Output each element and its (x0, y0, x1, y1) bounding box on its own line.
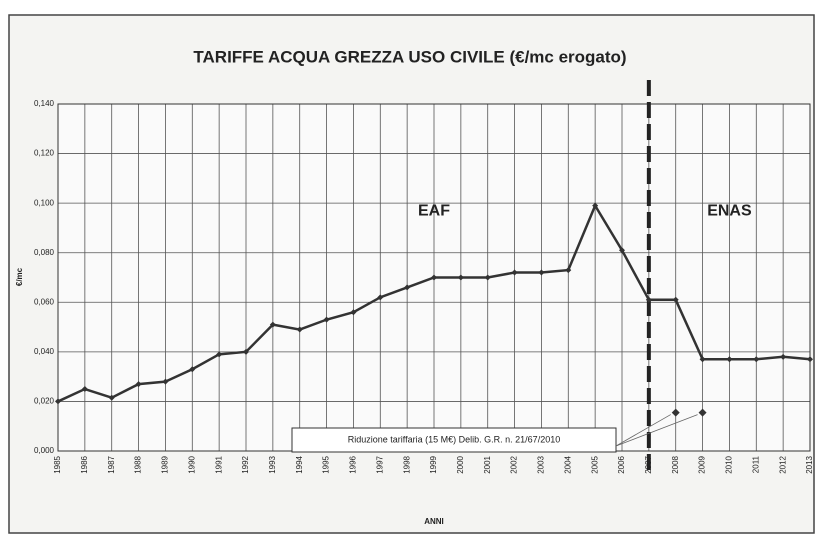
x-tick-label: 2013 (805, 455, 814, 473)
x-tick-label: 2000 (456, 455, 465, 473)
y-tick-label: 0,000 (34, 446, 55, 455)
x-tick-label: 1989 (161, 455, 170, 473)
point (135, 381, 142, 388)
annotation: ENAS (707, 202, 752, 219)
note-point (698, 408, 707, 417)
y-tick-label: 0,120 (34, 149, 55, 158)
x-tick-label: 1988 (134, 455, 143, 473)
x-tick-label: 1995 (322, 455, 331, 473)
point (55, 398, 61, 405)
x-tick-label: 1986 (80, 455, 89, 473)
note-arrow (615, 414, 698, 447)
point (807, 356, 813, 363)
point (619, 247, 625, 254)
point (753, 356, 760, 363)
point (780, 353, 787, 360)
y-tick-label: 0,080 (34, 248, 55, 257)
annotation: EAF (418, 202, 450, 219)
y-axis-label: €/mc (15, 267, 24, 286)
point (162, 378, 169, 385)
x-tick-label: 1992 (241, 455, 250, 473)
point (565, 267, 572, 274)
note-arrow (615, 414, 671, 447)
x-tick-label: 1991 (214, 455, 223, 473)
point (699, 356, 706, 363)
point (592, 202, 599, 209)
point (296, 326, 303, 333)
x-tick-label: 2011 (751, 455, 760, 473)
point (431, 274, 437, 281)
x-tick-label: 2004 (563, 455, 572, 473)
note-box (291, 427, 617, 453)
x-tick-label: 1985 (53, 455, 62, 473)
x-tick-label: 2012 (778, 455, 787, 473)
point (457, 274, 464, 281)
x-tick-label: 1997 (375, 455, 384, 473)
point (350, 309, 357, 316)
point (484, 274, 491, 281)
y-tick-label: 0,020 (34, 397, 55, 406)
x-tick-label: 1994 (295, 455, 304, 473)
x-tick-label: 1990 (187, 455, 196, 473)
x-tick-label: 1998 (402, 455, 411, 473)
point (216, 351, 223, 358)
point (269, 321, 276, 328)
x-tick-label: 2008 (671, 455, 680, 473)
point (538, 269, 545, 276)
x-tick-label: 2001 (483, 455, 492, 473)
y-tick-label: 0,100 (34, 198, 55, 207)
x-tick-label: 2010 (725, 455, 734, 473)
y-tick-label: 0,140 (34, 99, 55, 108)
point (108, 394, 115, 401)
x-tick-label: 1996 (349, 455, 358, 473)
point (511, 269, 518, 276)
y-tick-label: 0,040 (34, 347, 55, 356)
x-axis-label: ANNI (424, 517, 444, 526)
point (189, 366, 196, 373)
x-tick-label: 2006 (617, 455, 626, 473)
point (645, 296, 652, 303)
chart-title: TARIFFE ACQUA GREZZA USO CIVILE (€/mc er… (193, 47, 626, 66)
point (377, 294, 384, 301)
x-tick-label: 2009 (698, 455, 707, 473)
point (323, 316, 330, 323)
point (81, 386, 88, 393)
point (404, 284, 411, 291)
y-tick-label: 0,060 (34, 297, 55, 306)
note-point (671, 408, 680, 417)
x-tick-label: 1999 (429, 455, 438, 473)
x-tick-label: 2005 (590, 455, 599, 473)
point (672, 296, 679, 303)
x-tick-label: 1993 (268, 455, 277, 473)
point (726, 356, 733, 363)
x-tick-label: 2002 (510, 455, 519, 473)
x-tick-label: 1987 (107, 455, 116, 473)
point (243, 348, 249, 355)
x-tick-label: 2003 (537, 455, 546, 473)
note-text: Riduzione tariffaria (15 M€) Delib. G.R.… (348, 434, 560, 444)
